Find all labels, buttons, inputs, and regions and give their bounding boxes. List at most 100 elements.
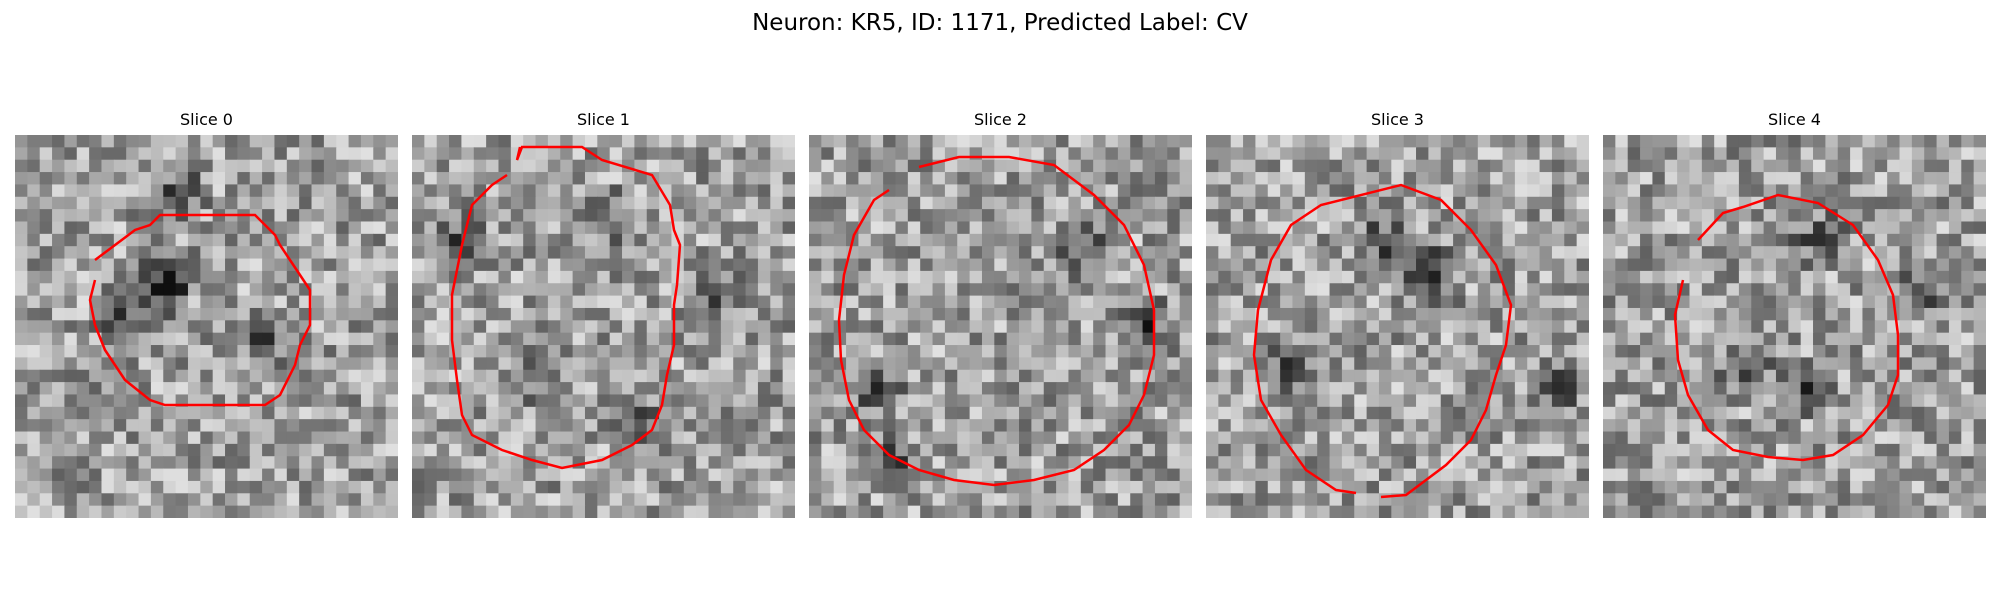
pixel bbox=[150, 233, 164, 247]
pixel bbox=[1056, 135, 1070, 148]
pixel bbox=[821, 233, 835, 247]
pixel bbox=[1255, 258, 1269, 272]
pixel bbox=[299, 382, 313, 396]
pixel bbox=[1539, 431, 1553, 445]
pixel bbox=[1416, 456, 1429, 470]
pixel bbox=[757, 147, 771, 161]
pixel bbox=[821, 456, 835, 470]
pixel bbox=[39, 209, 53, 223]
pixel bbox=[1924, 159, 1938, 173]
pixel bbox=[1218, 184, 1232, 198]
pixel bbox=[89, 382, 103, 396]
pixel bbox=[1043, 369, 1057, 383]
pixel bbox=[1627, 233, 1641, 247]
pixel bbox=[249, 345, 263, 358]
pixel bbox=[547, 431, 561, 445]
pixel bbox=[449, 345, 463, 358]
pixel bbox=[274, 456, 288, 470]
pixel bbox=[1738, 394, 1752, 408]
pixel bbox=[424, 357, 438, 371]
pixel bbox=[1280, 394, 1294, 408]
pixel bbox=[64, 307, 78, 321]
pixel bbox=[1031, 357, 1045, 371]
pixel bbox=[969, 172, 983, 186]
pixel bbox=[1403, 270, 1417, 284]
pixel bbox=[1378, 480, 1392, 494]
pixel bbox=[510, 159, 524, 173]
pixel bbox=[1961, 382, 1975, 396]
pixel bbox=[1813, 172, 1826, 186]
pixel bbox=[449, 196, 463, 210]
pixel bbox=[64, 283, 78, 297]
pixel bbox=[1714, 406, 1728, 420]
pixel bbox=[1899, 221, 1913, 235]
pixel bbox=[1366, 233, 1380, 247]
pixel bbox=[1243, 159, 1257, 173]
pixel bbox=[27, 295, 41, 309]
pixel bbox=[671, 209, 685, 223]
pixel bbox=[510, 221, 524, 235]
pixel bbox=[385, 456, 398, 470]
pixel bbox=[27, 443, 41, 457]
pixel bbox=[1218, 493, 1232, 507]
pixel bbox=[622, 270, 635, 284]
pixel bbox=[1019, 468, 1032, 482]
pixel bbox=[27, 345, 41, 358]
pixel bbox=[994, 493, 1008, 507]
pixel bbox=[1603, 406, 1616, 420]
pixel bbox=[745, 283, 759, 297]
pixel bbox=[1924, 357, 1938, 371]
pixel bbox=[249, 233, 263, 247]
pixel bbox=[1837, 246, 1851, 260]
pixel bbox=[225, 135, 238, 148]
pixel bbox=[1948, 394, 1962, 408]
pixel bbox=[1117, 456, 1131, 470]
pixel bbox=[523, 394, 537, 408]
pixel bbox=[1825, 159, 1839, 173]
pixel bbox=[920, 406, 934, 420]
pixel bbox=[770, 295, 784, 309]
pixel bbox=[486, 196, 500, 210]
pixel bbox=[1206, 147, 1219, 161]
pixel bbox=[1105, 456, 1119, 470]
pixel bbox=[1813, 406, 1826, 420]
pixel bbox=[870, 345, 884, 358]
pixel bbox=[1615, 221, 1629, 235]
pixel bbox=[510, 394, 524, 408]
pixel bbox=[473, 209, 487, 223]
pixel bbox=[1453, 209, 1467, 223]
pixel bbox=[907, 283, 921, 297]
pixel bbox=[1640, 456, 1654, 470]
pixel bbox=[212, 270, 226, 284]
pixel bbox=[52, 196, 66, 210]
pixel bbox=[659, 443, 673, 457]
pixel bbox=[1948, 258, 1962, 272]
pixel bbox=[1738, 159, 1752, 173]
pixel bbox=[1788, 295, 1802, 309]
pixel bbox=[138, 196, 152, 210]
pixel bbox=[1117, 382, 1131, 396]
pixel bbox=[52, 258, 66, 272]
pixel bbox=[52, 419, 66, 433]
pixel bbox=[1664, 332, 1678, 346]
pixel bbox=[883, 135, 897, 148]
pixel bbox=[1255, 419, 1269, 433]
pixel bbox=[436, 505, 450, 518]
pixel bbox=[1019, 258, 1032, 272]
pixel bbox=[1973, 443, 1986, 457]
pixel bbox=[1874, 246, 1888, 260]
pixel bbox=[461, 345, 475, 358]
pixel bbox=[52, 135, 66, 148]
pixel bbox=[981, 357, 995, 371]
pixel bbox=[360, 184, 374, 198]
pixel bbox=[1763, 480, 1777, 494]
pixel bbox=[1775, 258, 1789, 272]
pixel bbox=[597, 443, 611, 457]
pixel bbox=[1763, 159, 1777, 173]
pixel bbox=[809, 431, 822, 445]
pixel bbox=[461, 468, 475, 482]
pixel bbox=[1167, 147, 1181, 161]
pixel bbox=[858, 270, 872, 284]
pixel bbox=[498, 295, 512, 309]
pixel bbox=[671, 456, 685, 470]
